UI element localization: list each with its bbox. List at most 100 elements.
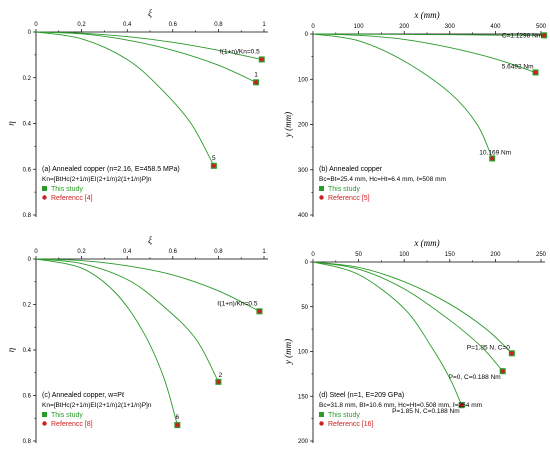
x-tick-label: 100 — [354, 24, 365, 30]
series-curve — [312, 261, 513, 354]
series-curve — [35, 258, 178, 426]
y-tick-label: 0.6 — [23, 394, 32, 400]
legend-reference-marker — [42, 195, 47, 200]
legend-reference-label: Referencc [5] — [328, 195, 370, 202]
legend-study-marker — [319, 186, 324, 191]
x-tick-label: 0.4 — [123, 249, 132, 255]
annotation-title: (c) Annealed copper, w=Pℓ — [42, 392, 125, 399]
reference-marker — [542, 33, 547, 38]
y-tick-label: 200 — [298, 123, 309, 129]
x-tick-label: 200 — [490, 252, 501, 258]
panel-d: 0 50 100 150 200 250 0 50 100 150 200 x (mm) y (mm) P… — [283, 238, 547, 445]
legend-study-label: This study — [51, 412, 83, 419]
x-tick-label: 0 — [34, 22, 38, 28]
series-label: P=1.85 N, C=0 — [467, 344, 510, 351]
x-tick-label: 150 — [445, 252, 456, 258]
series-label: 5 — [212, 155, 216, 162]
series-label: P=1.85 N, C=0.188 Nm — [392, 408, 460, 415]
series-curve — [35, 31, 257, 83]
y-tick-label: 0 — [28, 257, 32, 263]
annotation-params: Kn=[BtHc(2+1/n)EI(2+1/n)2(1+1/n)P]n — [42, 176, 152, 183]
x-tick-label: 0.2 — [77, 22, 86, 28]
x-axis-label: ξ — [148, 235, 152, 245]
y-tick-label: 0.4 — [23, 348, 32, 354]
y-axis-label: η — [6, 347, 16, 352]
reference-marker — [459, 403, 464, 408]
x-axis-label: x (mm) — [413, 238, 439, 248]
annotation-title: (b) Annealed copper — [319, 166, 383, 173]
y-tick-label: 100 — [298, 350, 309, 356]
series-label: 5.6492 Nm — [502, 63, 534, 70]
series-curve — [312, 33, 536, 73]
y-axis-label: y (mm) — [283, 112, 293, 138]
reference-marker — [253, 80, 259, 85]
legend-study-marker — [42, 186, 47, 191]
y-tick-label: 50 — [301, 305, 308, 311]
panel-b: 0 100 200 300 400 500 0 100 200 300 400 x (mm) y (mm… — [283, 10, 548, 219]
series-label: ℓ(1+n)/Kn=0.5 — [217, 300, 257, 307]
x-tick-label: 200 — [399, 24, 410, 30]
x-axis-label: x (mm) — [413, 10, 439, 20]
y-axis-label: y (mm) — [283, 339, 293, 365]
legend-study-label: This study — [51, 186, 83, 193]
y-tick-label: 200 — [298, 439, 309, 445]
x-tick-label: 500 — [536, 24, 547, 30]
reference-marker — [490, 156, 495, 161]
annotation-params: Bc=Bt=25.4 mm, Hc=Ht=6.4 mm, ℓ=508 mm — [319, 176, 446, 183]
x-tick-label: 0 — [34, 249, 38, 255]
x-tick-label: 50 — [355, 252, 362, 258]
series-label: 6 — [176, 414, 180, 421]
x-tick-label: 1 — [262, 22, 266, 28]
panel-c: 0 0.2 0.4 0.6 0.8 1 0 0.2 0.4 0.6 0.8 ξ η ℓ(1+n)/Kn=0… — [6, 235, 268, 445]
x-tick-label: 0.8 — [214, 249, 223, 255]
y-tick-label: 0.8 — [23, 439, 32, 445]
y-axis-label: η — [6, 121, 16, 126]
reference-marker — [257, 309, 262, 314]
y-tick-label: 0 — [305, 32, 309, 38]
legend-reference-marker — [42, 421, 47, 426]
x-tick-label: 0.4 — [123, 22, 132, 28]
series-label: P=0, C=0.188 Nm — [449, 374, 501, 381]
annotation-title: (a) Annealed copper (n=2.16, E=458.5 MPa… — [42, 166, 180, 173]
y-tick-label: 0.4 — [23, 122, 32, 128]
legend-reference-marker — [319, 195, 324, 200]
annotation-params: Kn=[BtHc(2+1/n)EI(2+1/n)2(1+1/n)P]n — [42, 402, 152, 409]
y-tick-label: 0.2 — [23, 76, 32, 82]
legend-reference-label: Referencc [8] — [51, 421, 93, 428]
legend-reference-label: Referencc [16] — [328, 421, 374, 428]
series-curve — [312, 261, 463, 406]
x-tick-label: 0.8 — [214, 22, 223, 28]
legend-reference-label: Referencc [4] — [51, 195, 93, 202]
x-tick-label: 0.6 — [169, 22, 178, 28]
x-tick-label: 0.2 — [77, 249, 86, 255]
series-label: C=1.1298 Nm — [502, 32, 542, 39]
series-label: 2 — [219, 372, 223, 379]
x-tick-label: 400 — [490, 24, 501, 30]
x-tick-label: 100 — [399, 252, 410, 258]
y-tick-label: 0.8 — [23, 213, 32, 219]
reference-marker — [259, 57, 264, 62]
x-axis-label: ξ — [148, 8, 152, 18]
legend-study-marker — [319, 412, 324, 417]
series-curve — [312, 33, 545, 36]
series-curve — [35, 258, 219, 383]
legend-study-label: This study — [328, 186, 360, 193]
reference-marker — [216, 379, 221, 384]
legend-reference-marker — [319, 421, 324, 426]
annotation-title: (d) Steel (n=1, E=209 GPa) — [319, 392, 404, 399]
reference-marker — [211, 163, 216, 168]
series-curve — [312, 261, 504, 372]
y-tick-label: 150 — [298, 394, 309, 400]
legend-study-marker — [42, 412, 47, 417]
y-tick-label: 100 — [298, 77, 309, 83]
series-curve — [312, 33, 493, 159]
reference-marker — [175, 422, 180, 428]
y-tick-label: 0.2 — [23, 303, 32, 309]
series-curve — [35, 31, 215, 167]
reference-marker — [533, 70, 538, 75]
panel-a: 0 0.2 0.4 0.6 0.8 1 0 0.2 0.4 0.6 0.8 ξ η ℓ(1+n)/Kn=0… — [6, 8, 268, 219]
x-tick-label: 1 — [262, 249, 266, 255]
x-tick-label: 250 — [536, 252, 547, 258]
y-tick-label: 0 — [305, 260, 309, 266]
